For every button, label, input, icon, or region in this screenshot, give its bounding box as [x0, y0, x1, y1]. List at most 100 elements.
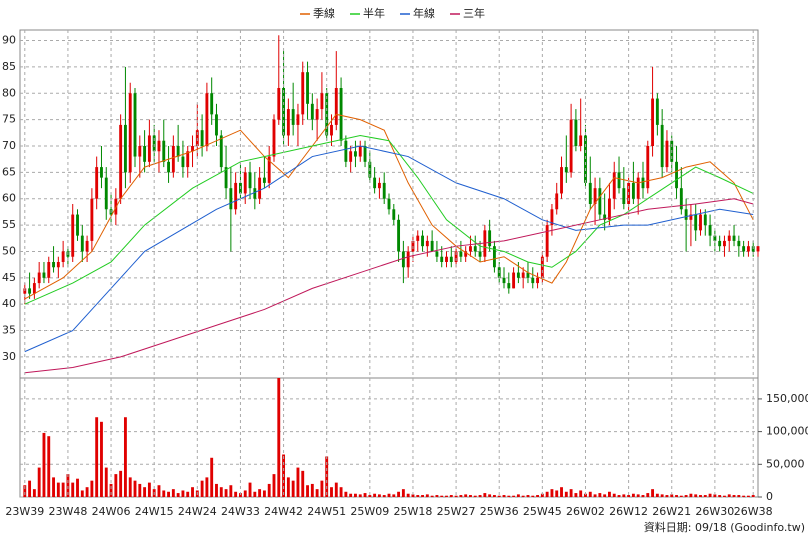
volume-bar — [718, 495, 722, 497]
candle-body — [564, 167, 568, 173]
candle-body — [641, 177, 645, 189]
volume-bar — [430, 495, 434, 497]
volume-bar — [306, 485, 309, 497]
candle-body — [469, 246, 472, 252]
volume-bar — [320, 480, 324, 497]
candle-body — [756, 246, 760, 252]
candle-body — [703, 214, 707, 226]
volume-bar — [243, 490, 247, 497]
volume-bar — [732, 495, 736, 497]
volume-bar — [138, 483, 142, 497]
candle-body — [32, 283, 36, 294]
volume-bar — [363, 493, 367, 497]
x-tick-label: 25W09 — [350, 505, 389, 518]
legend-label: 三年 — [463, 6, 485, 20]
volume-bar — [531, 495, 535, 497]
volume-bar — [349, 493, 353, 497]
volume-bar — [612, 493, 616, 497]
volume-bar — [373, 493, 377, 497]
volume-bar — [377, 494, 381, 497]
x-tick-label: 24W51 — [307, 505, 346, 518]
ma-line — [24, 134, 754, 305]
candle-body — [90, 198, 94, 241]
volume-bar — [28, 480, 32, 497]
volume-bar — [608, 491, 611, 497]
volume-bar — [507, 495, 511, 497]
candle-body — [406, 251, 410, 268]
volume-bar — [147, 482, 151, 497]
candle-body — [373, 177, 377, 189]
volume-bar — [675, 495, 678, 497]
volume-bar — [445, 495, 448, 497]
volume-bar — [368, 495, 372, 497]
candle-body — [502, 277, 506, 284]
volume-bar — [646, 493, 650, 497]
volume-bar — [449, 495, 453, 497]
y-tick-label: 55 — [2, 218, 16, 231]
candle-body — [579, 135, 583, 146]
volume-bar — [219, 487, 223, 497]
candle-body — [660, 124, 664, 168]
candle-body — [234, 182, 238, 210]
candle-body — [56, 262, 60, 268]
volume-bar — [262, 490, 266, 497]
candle-body — [339, 88, 343, 141]
y2-tick-label: 50,000 — [766, 457, 805, 470]
candle-body — [119, 124, 123, 199]
volume-bar — [301, 470, 305, 497]
volume-bar — [358, 494, 362, 497]
candle-body — [430, 240, 434, 252]
volume-bar — [61, 482, 65, 497]
volume-bar — [210, 457, 214, 497]
volume-bar — [631, 493, 635, 497]
volume-bar — [665, 495, 669, 497]
candle-body — [47, 262, 51, 278]
candle-body — [631, 182, 635, 199]
candle-body — [334, 88, 338, 125]
candle-body — [76, 214, 79, 236]
volume-bar — [598, 493, 602, 497]
candle-body — [708, 225, 712, 236]
candle-body — [397, 219, 401, 252]
candle-body — [229, 188, 233, 210]
candle-body — [689, 214, 693, 220]
candle-body — [157, 140, 161, 152]
candle-body — [262, 177, 266, 183]
candle-body — [382, 182, 386, 199]
candle-body — [219, 135, 223, 168]
volume-bar — [742, 495, 746, 497]
candle-body — [478, 251, 482, 257]
candle-body — [560, 167, 563, 194]
volume-bar — [627, 495, 631, 497]
y-tick-label: 90 — [2, 34, 16, 47]
candle-body — [636, 177, 640, 199]
candle-body — [344, 140, 348, 162]
volume-bar — [435, 495, 439, 497]
volume-bar — [545, 491, 549, 497]
volume-bar — [85, 487, 89, 497]
volume-bar — [473, 495, 477, 497]
y-tick-label: 40 — [2, 297, 16, 310]
volume-bar — [229, 485, 233, 497]
candle-body — [306, 72, 309, 104]
volume-bar — [32, 489, 36, 497]
volume-bar — [387, 493, 391, 497]
candle-body — [258, 177, 262, 199]
candle-body — [104, 177, 108, 210]
candle-body — [363, 146, 367, 162]
volume-bar — [224, 489, 228, 497]
volume-bar — [382, 495, 386, 497]
candle-body — [100, 167, 103, 178]
volume-bar — [406, 493, 410, 497]
volume-bar — [76, 478, 79, 497]
candle-body — [176, 146, 180, 157]
candle-body — [147, 135, 151, 162]
volume-bar — [296, 467, 300, 497]
candle-body — [694, 214, 698, 231]
volume-bar — [272, 474, 276, 497]
volume-bar — [603, 494, 607, 497]
x-tick-label: 25W18 — [394, 505, 433, 518]
volume-bar — [37, 467, 41, 497]
volume-bar — [56, 482, 60, 497]
